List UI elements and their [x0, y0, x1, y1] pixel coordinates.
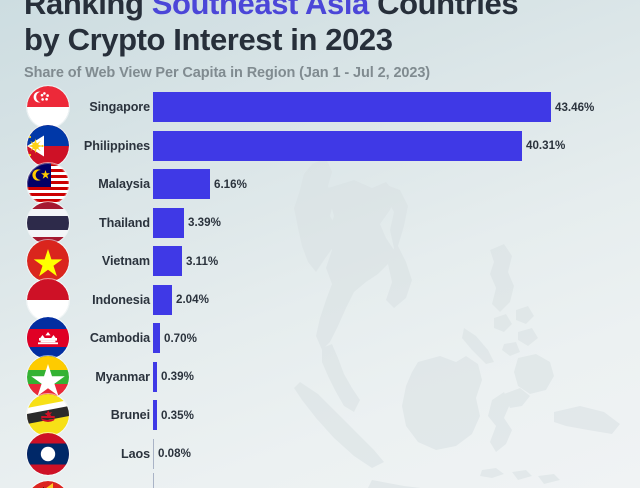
value-label: 0.35%: [161, 408, 194, 422]
bar-container: 3.39%: [153, 204, 640, 243]
value-bar: [153, 438, 154, 469]
bar-container: 40.31%: [153, 127, 640, 166]
flag-timor-leste-icon: [27, 481, 69, 488]
flag-brunei-icon: [27, 394, 69, 437]
title-suffix: Countries: [368, 0, 519, 21]
value-label: 0.08%: [158, 447, 191, 461]
bar-container: 3.11%: [153, 242, 640, 281]
value-label: 6.16%: [214, 177, 247, 191]
country-label: Indonesia: [92, 292, 150, 307]
country-label: Vietnam: [101, 254, 150, 269]
value-label: 3.39%: [188, 216, 221, 230]
flag-laos-icon: [27, 432, 69, 475]
value-label: 40.31%: [526, 139, 566, 153]
chart-row-partial-cropped: [0, 473, 640, 488]
value-bar: [153, 130, 522, 161]
chart-row-laos: Laos 0.08%: [0, 432, 640, 475]
chart-row-indonesia: Indonesia 2.04%: [0, 278, 640, 321]
bar-container: [153, 473, 640, 488]
chart-row-philippines: Philippines 40.31%: [0, 124, 640, 167]
value-bar: [153, 207, 184, 238]
chart-row-thailand: Thailand 3.39%: [0, 201, 640, 244]
value-bar: [153, 323, 160, 354]
value-bar: [153, 92, 551, 123]
value-label: 0.39%: [161, 370, 194, 384]
title-accent: Southeast Asia: [151, 0, 370, 21]
bar-container: 0.70%: [153, 319, 640, 358]
title-line1: Ranking Southeast Asia Countries: [24, 0, 519, 21]
country-label: Myanmar: [95, 369, 150, 384]
chart-row-cambodia: Cambodia 0.70%: [0, 317, 640, 360]
value-bar: [153, 473, 154, 488]
chart-row-myanmar: Myanmar 0.39%: [0, 355, 640, 398]
value-bar: [153, 284, 172, 315]
bar-container: 0.35%: [153, 396, 640, 435]
country-label: Malaysia: [98, 177, 150, 192]
value-label: 0.70%: [164, 331, 197, 345]
flag-myanmar-icon: [27, 355, 69, 398]
flag-thailand-icon: [27, 201, 69, 244]
title-line2: by Crypto Interest in 2023: [24, 22, 393, 57]
flag-singapore-icon: [27, 86, 69, 129]
bar-container: 0.08%: [153, 435, 640, 474]
country-label: Brunei: [110, 408, 150, 423]
chart-row-brunei: Brunei 0.35%: [0, 394, 640, 437]
chart-subtitle: Share of Web View Per Capita in Region (…: [24, 65, 431, 81]
value-label: 2.04%: [176, 293, 209, 307]
country-label: Philippines: [83, 138, 150, 153]
chart-row-singapore: Singapore 43.46%: [0, 86, 640, 129]
flag-philippines-icon: [27, 124, 69, 167]
value-bar: [153, 361, 157, 392]
bar-chart: Singapore 43.46% Philippines 40.31% Mala…: [0, 86, 640, 488]
country-label: Laos: [121, 446, 150, 461]
flag-vietnam-icon: [27, 240, 69, 283]
flag-malaysia-icon: [27, 163, 69, 206]
chart-row-vietnam: Vietnam 3.11%: [0, 240, 640, 283]
value-bar: [153, 246, 182, 277]
value-label: 3.11%: [186, 254, 219, 268]
flag-cambodia-icon: [27, 317, 69, 360]
country-label: Cambodia: [89, 331, 150, 346]
page-title: Ranking Southeast Asia Countries by Cryp…: [24, 0, 624, 58]
bar-container: 43.46%: [153, 88, 640, 127]
bar-container: 0.39%: [153, 358, 640, 397]
bar-container: 2.04%: [153, 281, 640, 320]
country-label: Singapore: [89, 100, 150, 115]
chart-header: Ranking Southeast Asia Countries by Cryp…: [24, 0, 624, 81]
title-prefix: Ranking: [24, 0, 152, 21]
chart-row-malaysia: Malaysia 6.16%: [0, 163, 640, 206]
value-bar: [153, 169, 210, 200]
flag-indonesia-icon: [27, 278, 69, 321]
value-label: 43.46%: [555, 100, 595, 114]
bar-container: 6.16%: [153, 165, 640, 204]
country-label: Thailand: [99, 215, 150, 230]
value-bar: [153, 400, 157, 431]
